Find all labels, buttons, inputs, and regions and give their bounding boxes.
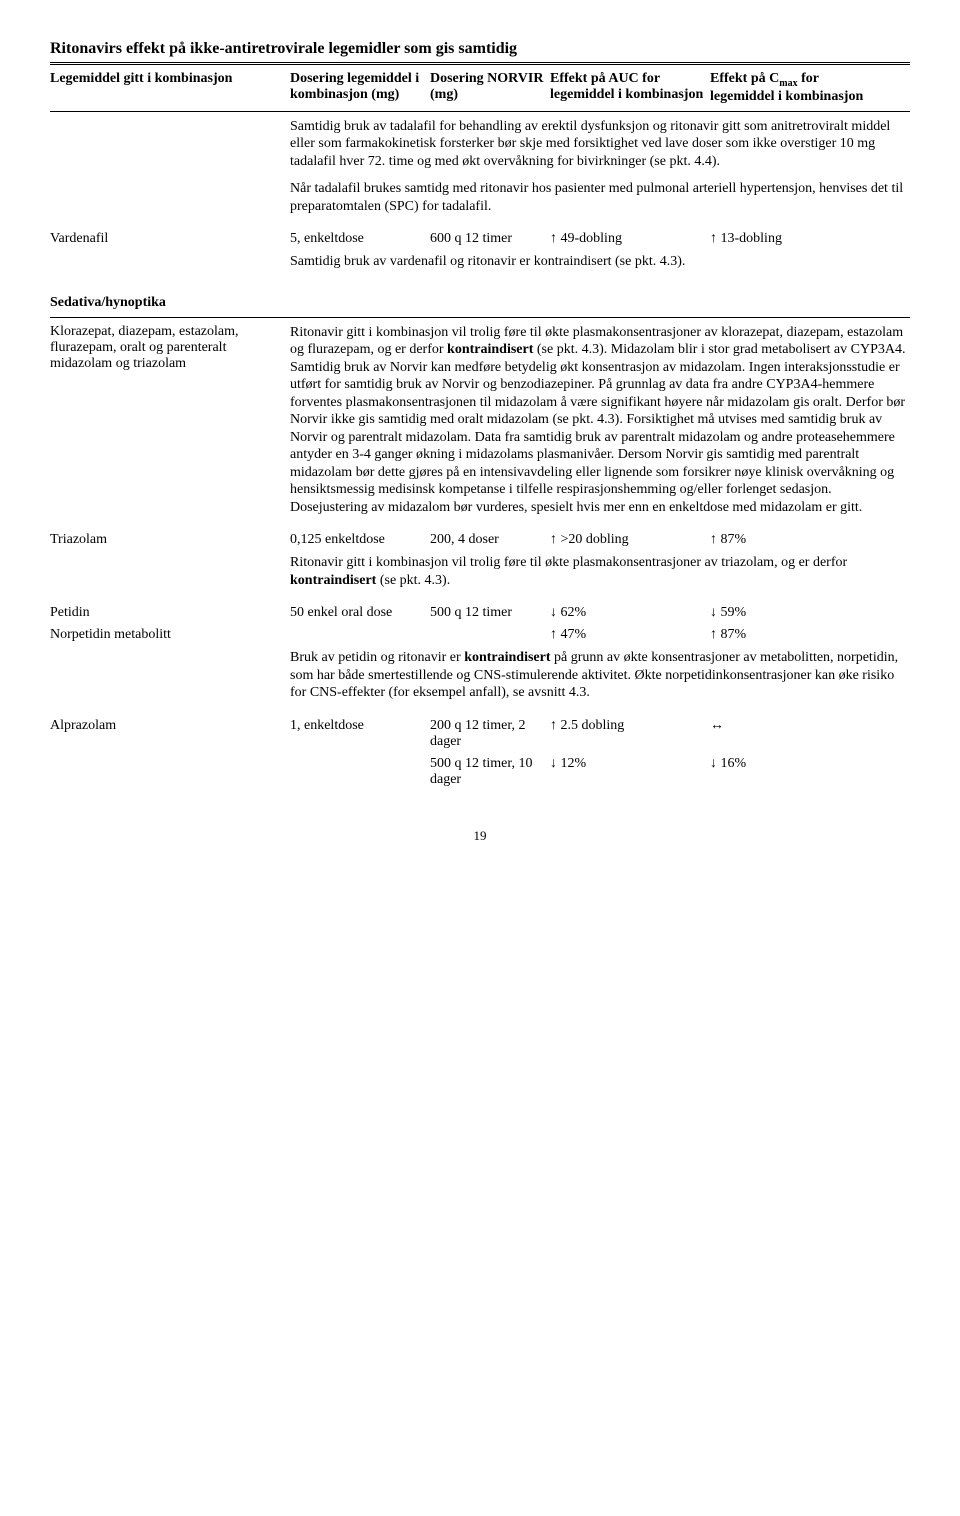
vardenafil-auc: ↑ 49-dobling [550, 231, 710, 247]
klorazepat-para: Ritonavir gitt i kombinasjon vil trolig … [290, 324, 910, 517]
alprazolam-r1-auc: ↑ 2.5 dobling [550, 718, 710, 734]
rule-sedativa [50, 317, 910, 318]
triazolam-row: Triazolam 0,125 enkeltdose 200, 4 doser … [50, 532, 910, 548]
triazolam-dose2: 200, 4 doser [430, 532, 550, 548]
header-auc: Effekt på AUC for legemiddel i kombinasj… [550, 71, 710, 103]
cmax-pre: Effekt på C [710, 71, 779, 86]
triazolam-auc: ↑ >20 dobling [550, 532, 710, 548]
alprazolam-name: Alprazolam [50, 718, 290, 734]
rule-header-bottom [50, 111, 910, 112]
triazolam-name: Triazolam [50, 532, 290, 548]
norpetidin-note: Bruk av petidin og ritonavir er kontrain… [290, 649, 910, 702]
klorazepat-name: Klorazepat, diazepam, estazolam, fluraze… [50, 324, 290, 372]
triazolam-cmax: ↑ 87% [710, 532, 870, 548]
petidin-cmax: ↓ 59% [710, 605, 870, 621]
alprazolam-row1: Alprazolam 1, enkeltdose 200 q 12 timer,… [50, 718, 910, 750]
header-drug: Legemiddel gitt i kombinasjon [50, 71, 290, 87]
header-dose1: Dosering legemiddel i kombinasjon (mg) [290, 71, 430, 103]
petidin-auc: ↓ 62% [550, 605, 710, 621]
header-dose2: Dosering NORVIR (mg) [430, 71, 550, 103]
page-number: 19 [50, 828, 910, 844]
header-cmax: Effekt på Cmax for legemiddel i kombinas… [710, 71, 870, 105]
rule-top1 [50, 62, 910, 63]
tadalafil-para1: Samtidig bruk av tadalafil for behandlin… [290, 118, 910, 171]
page-title: Ritonavirs effekt på ikke-antiretroviral… [50, 40, 910, 58]
alprazolam-r2-auc: ↓ 12% [550, 756, 710, 772]
petidin-dose2: 500 q 12 timer [430, 605, 550, 621]
section-sedativa: Sedativa/hynoptika [50, 295, 910, 311]
norpetidin-note-row: Bruk av petidin og ritonavir er kontrain… [50, 649, 910, 712]
vardenafil-note-row: Samtidig bruk av vardenafil og ritonavir… [50, 253, 910, 281]
vardenafil-dose1: 5, enkeltdose [290, 231, 430, 247]
klorazepat-row: Klorazepat, diazepam, estazolam, fluraze… [50, 324, 910, 527]
petidin-row: Petidin 50 enkel oral dose 500 q 12 time… [50, 605, 910, 621]
norpetidin-row: Norpetidin metabolitt ↑ 47% ↑ 87% [50, 627, 910, 643]
tadalafil-row: Samtidig bruk av tadalafil for behandlin… [50, 118, 910, 226]
vardenafil-cmax: ↑ 13-dobling [710, 231, 870, 247]
triazolam-note-row: Ritonavir gitt i kombinasjon vil trolig … [50, 554, 910, 599]
triazolam-dose1: 0,125 enkeltdose [290, 532, 430, 548]
alprazolam-r1-dose2: 200 q 12 timer, 2 dager [430, 718, 550, 750]
petidin-name: Petidin [50, 605, 290, 621]
alprazolam-row2: 500 q 12 timer, 10 dager ↓ 12% ↓ 16% [50, 756, 910, 788]
norpetidin-auc: ↑ 47% [550, 627, 710, 643]
norpetidin-cmax: ↑ 87% [710, 627, 870, 643]
alprazolam-r1-cmax: ↔ [710, 718, 870, 734]
petidin-dose1: 50 enkel oral dose [290, 605, 430, 621]
vardenafil-dose2: 600 q 12 timer [430, 231, 550, 247]
cmax-sub: max [779, 78, 797, 89]
triazolam-note: Ritonavir gitt i kombinasjon vil trolig … [290, 554, 910, 589]
alprazolam-dose1: 1, enkeltdose [290, 718, 430, 734]
vardenafil-name: Vardenafil [50, 231, 290, 247]
alprazolam-r2-dose2: 500 q 12 timer, 10 dager [430, 756, 550, 788]
rule-top2 [50, 64, 910, 65]
tadalafil-para2: Når tadalafil brukes samtidg med ritonav… [290, 180, 910, 215]
vardenafil-note: Samtidig bruk av vardenafil og ritonavir… [290, 253, 910, 271]
vardenafil-row: Vardenafil 5, enkeltdose 600 q 12 timer … [50, 231, 910, 247]
table-header-row: Legemiddel gitt i kombinasjon Dosering l… [50, 71, 910, 105]
alprazolam-r2-cmax: ↓ 16% [710, 756, 870, 772]
norpetidin-name: Norpetidin metabolitt [50, 627, 290, 643]
